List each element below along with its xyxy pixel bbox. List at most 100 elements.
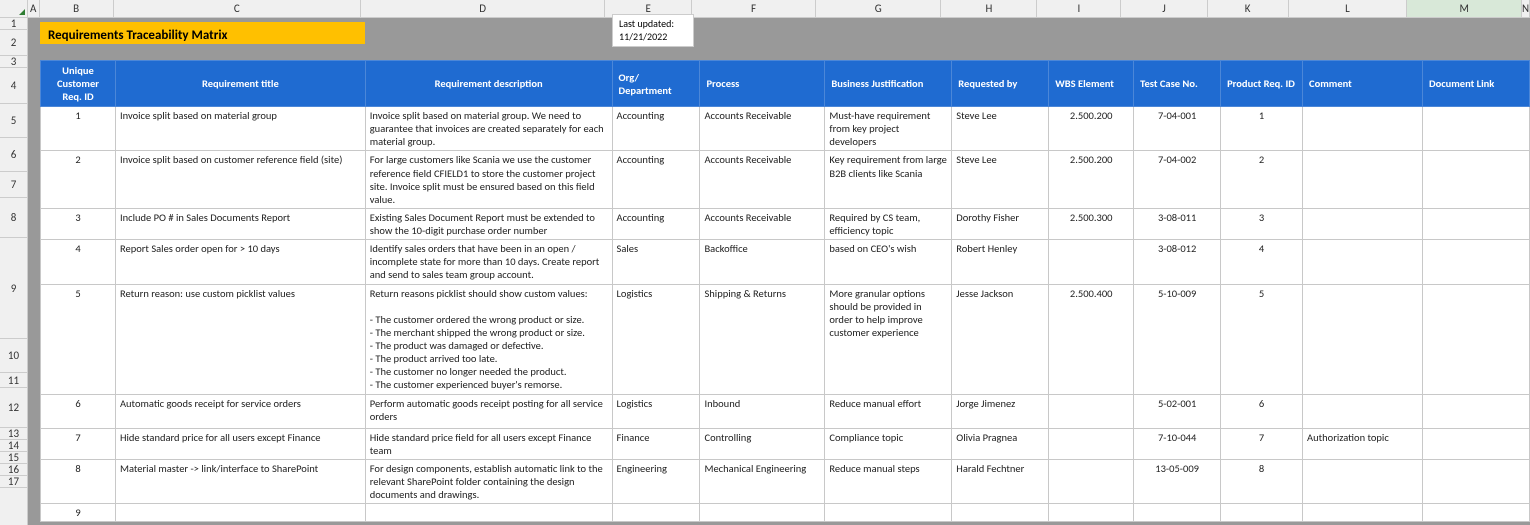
cell-wbs[interactable]: 2.500.200 bbox=[1049, 151, 1134, 209]
cell-reqTitle[interactable]: Invoice split based on material group bbox=[115, 107, 365, 151]
cell-process[interactable]: Accounts Receivable bbox=[700, 208, 825, 239]
cell-comment[interactable]: Authorization topic bbox=[1303, 428, 1423, 459]
cell-org[interactable] bbox=[612, 504, 700, 522]
cell-reqTitle[interactable]: Report Sales order open for > 10 days bbox=[115, 240, 365, 284]
cell-prodReq[interactable]: 8 bbox=[1221, 459, 1303, 503]
cell-reqBy[interactable]: Steve Lee bbox=[952, 107, 1049, 151]
column-letter-F[interactable]: F bbox=[692, 0, 816, 17]
cell-org[interactable]: Engineering bbox=[612, 459, 700, 503]
cell-prodReq[interactable]: 7 bbox=[1221, 428, 1303, 459]
cell-docLink[interactable] bbox=[1422, 428, 1529, 459]
cell-prodReq[interactable]: 1 bbox=[1221, 107, 1303, 151]
cell-reqBy[interactable]: Harald Fechtner bbox=[952, 459, 1049, 503]
cell-comment[interactable] bbox=[1303, 240, 1423, 284]
cell-id[interactable]: 7 bbox=[41, 428, 116, 459]
cell-process[interactable]: Backoffice bbox=[700, 240, 825, 284]
cell-process[interactable]: Inbound bbox=[700, 394, 825, 428]
row-number-11[interactable]: 11 bbox=[0, 373, 27, 388]
cell-reqTitle[interactable]: Invoice split based on customer referenc… bbox=[115, 151, 365, 209]
row-number-5[interactable]: 5 bbox=[0, 104, 27, 138]
cell-wbs[interactable]: 2.500.200 bbox=[1049, 107, 1134, 151]
cell-docLink[interactable] bbox=[1422, 240, 1529, 284]
cell-testCase[interactable]: 5-02-001 bbox=[1134, 394, 1221, 428]
cell-reqTitle[interactable]: Material master -> link/interface to Sha… bbox=[115, 459, 365, 503]
col-header-reqBy[interactable]: Requested by bbox=[952, 61, 1049, 107]
cell-reqDesc[interactable]: For design components, establish automat… bbox=[365, 459, 612, 503]
cell-id[interactable]: 2 bbox=[41, 151, 116, 209]
cell-reqBy[interactable]: Robert Henley bbox=[952, 240, 1049, 284]
cell-prodReq[interactable] bbox=[1221, 504, 1303, 522]
cell-justif[interactable]: Compliance topic bbox=[825, 428, 952, 459]
column-letter-I[interactable]: I bbox=[1037, 0, 1121, 17]
cell-reqTitle[interactable] bbox=[115, 504, 365, 522]
cell-org[interactable]: Logistics bbox=[612, 394, 700, 428]
cell-org[interactable]: Accounting bbox=[612, 107, 700, 151]
cell-id[interactable]: 3 bbox=[41, 208, 116, 239]
cell-justif[interactable] bbox=[825, 504, 952, 522]
column-letter-M[interactable]: M bbox=[1407, 0, 1522, 17]
cell-wbs[interactable] bbox=[1049, 394, 1134, 428]
column-letter-B[interactable]: B bbox=[40, 0, 114, 17]
column-letter-D[interactable]: D bbox=[361, 0, 605, 17]
cell-testCase[interactable]: 7-04-002 bbox=[1134, 151, 1221, 209]
cell-reqTitle[interactable]: Return reason: use custom picklist value… bbox=[115, 284, 365, 394]
cell-process[interactable] bbox=[700, 504, 825, 522]
cell-process[interactable]: Accounts Receivable bbox=[700, 151, 825, 209]
col-header-docLink[interactable]: Document Link bbox=[1422, 61, 1529, 107]
cell-wbs[interactable] bbox=[1049, 240, 1134, 284]
col-header-prodReq[interactable]: Product Req. ID bbox=[1221, 61, 1303, 107]
column-letter-J[interactable]: J bbox=[1121, 0, 1207, 17]
cell-reqDesc[interactable]: Hide standard price field for all users … bbox=[365, 428, 612, 459]
cell-justif[interactable]: Key requirement from large B2B clients l… bbox=[825, 151, 952, 209]
cell-wbs[interactable] bbox=[1049, 504, 1134, 522]
cell-reqBy[interactable]: Steve Lee bbox=[952, 151, 1049, 209]
row-number-9[interactable]: 9 bbox=[0, 238, 27, 339]
cell-wbs[interactable]: 2.500.400 bbox=[1049, 284, 1134, 394]
cell-testCase[interactable]: 7-10-044 bbox=[1134, 428, 1221, 459]
cell-wbs[interactable]: 2.500.300 bbox=[1049, 208, 1134, 239]
cell-reqBy[interactable]: Olivia Pragnea bbox=[952, 428, 1049, 459]
cell-process[interactable]: Controlling bbox=[700, 428, 825, 459]
cell-prodReq[interactable]: 5 bbox=[1221, 284, 1303, 394]
column-letter-G[interactable]: G bbox=[816, 0, 942, 17]
row-number-17[interactable]: 17 bbox=[0, 476, 27, 488]
cell-reqTitle[interactable]: Automatic goods receipt for service orde… bbox=[115, 394, 365, 428]
cell-justif[interactable]: More granular options should be provided… bbox=[825, 284, 952, 394]
cell-id[interactable]: 5 bbox=[41, 284, 116, 394]
cell-comment[interactable] bbox=[1303, 459, 1423, 503]
cell-id[interactable]: 4 bbox=[41, 240, 116, 284]
cell-comment[interactable] bbox=[1303, 151, 1423, 209]
row-number-10[interactable]: 10 bbox=[0, 339, 27, 373]
col-header-reqDesc[interactable]: Requirement description bbox=[365, 61, 612, 107]
col-header-org[interactable]: Org/ Department bbox=[612, 61, 700, 107]
cell-justif[interactable]: Must-have requirement from key project d… bbox=[825, 107, 952, 151]
cell-reqDesc[interactable]: For large customers like Scania we use t… bbox=[365, 151, 612, 209]
cell-justif[interactable]: Reduce manual steps bbox=[825, 459, 952, 503]
cell-docLink[interactable] bbox=[1422, 151, 1529, 209]
cell-testCase[interactable]: 13-05-009 bbox=[1134, 459, 1221, 503]
column-letter-L[interactable]: L bbox=[1289, 0, 1408, 17]
cell-comment[interactable] bbox=[1303, 394, 1423, 428]
cell-docLink[interactable] bbox=[1422, 394, 1529, 428]
column-letter-N[interactable]: N bbox=[1522, 0, 1530, 17]
cell-process[interactable]: Shipping & Returns bbox=[700, 284, 825, 394]
cell-testCase[interactable]: 3-08-012 bbox=[1134, 240, 1221, 284]
row-number-2[interactable]: 2 bbox=[0, 30, 27, 56]
cell-org[interactable]: Finance bbox=[612, 428, 700, 459]
cell-reqDesc[interactable]: Perform automatic goods receipt posting … bbox=[365, 394, 612, 428]
row-number-3[interactable]: 3 bbox=[0, 56, 27, 68]
cell-prodReq[interactable]: 6 bbox=[1221, 394, 1303, 428]
cell-docLink[interactable] bbox=[1422, 284, 1529, 394]
cell-comment[interactable] bbox=[1303, 504, 1423, 522]
cell-comment[interactable] bbox=[1303, 284, 1423, 394]
cell-testCase[interactable]: 5-10-009 bbox=[1134, 284, 1221, 394]
column-letter-A[interactable]: A bbox=[28, 0, 40, 17]
cell-comment[interactable] bbox=[1303, 208, 1423, 239]
column-letter-C[interactable]: C bbox=[114, 0, 361, 17]
cell-wbs[interactable] bbox=[1049, 428, 1134, 459]
cell-comment[interactable] bbox=[1303, 107, 1423, 151]
cell-org[interactable]: Logistics bbox=[612, 284, 700, 394]
column-letter-H[interactable]: H bbox=[941, 0, 1037, 17]
cell-process[interactable]: Mechanical Engineering bbox=[700, 459, 825, 503]
cell-docLink[interactable] bbox=[1422, 107, 1529, 151]
